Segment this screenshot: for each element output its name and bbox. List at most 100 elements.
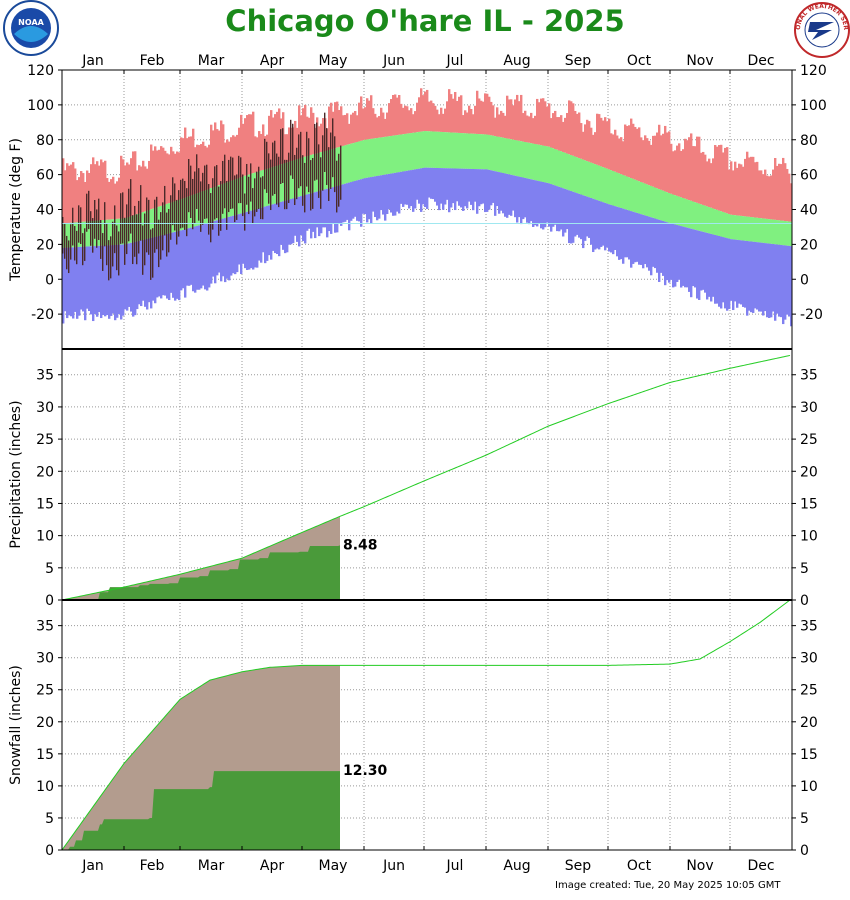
- record-low-bar: [114, 244, 117, 321]
- observed-temp-bar: [246, 163, 248, 205]
- observed-temp-bar: [210, 193, 212, 243]
- record-low-bar: [490, 170, 493, 206]
- record-high-bar: [358, 102, 361, 142]
- record-low-bar: [606, 203, 609, 248]
- record-low-bar: [302, 195, 305, 242]
- normal-range-bar: [344, 145, 347, 184]
- record-low-bar: [294, 197, 297, 236]
- record-high-bar: [74, 168, 77, 223]
- record-low-bar: [434, 167, 437, 202]
- normal-range-bar: [444, 132, 447, 169]
- record-high-bar: [732, 170, 735, 215]
- month-label-top: Dec: [747, 53, 774, 69]
- normal-range-bar: [636, 180, 639, 213]
- record-high-bar: [614, 129, 617, 172]
- normal-range-bar: [448, 132, 451, 169]
- record-low-bar: [630, 211, 633, 268]
- observed-temp-bar: [76, 230, 78, 265]
- observed-temp-bar: [90, 211, 92, 246]
- normal-range-bar: [584, 160, 587, 196]
- page-title: Chicago O'hare IL - 2025: [225, 4, 625, 38]
- month-label-bottom: Apr: [260, 858, 284, 874]
- normal-range-bar: [708, 207, 711, 234]
- record-high-bar: [756, 161, 759, 218]
- observed-temp-bar: [308, 138, 310, 193]
- normal-range-bar: [500, 137, 503, 173]
- record-high-bar: [248, 114, 251, 175]
- record-low-bar: [136, 241, 139, 310]
- observed-temp-bar: [260, 177, 262, 220]
- normal-range-bar: [604, 167, 607, 203]
- record-high-bar: [174, 153, 177, 202]
- record-high-bar: [766, 175, 769, 219]
- observed-temp-bar: [134, 205, 136, 257]
- y-tick-label-right: 10: [800, 529, 818, 545]
- normal-range-bar: [598, 165, 601, 201]
- record-low-bar: [250, 210, 253, 269]
- record-low-bar: [700, 231, 703, 291]
- record-low-bar: [648, 216, 651, 271]
- normal-range-bar: [640, 181, 643, 215]
- observed-temp-bar: [316, 122, 318, 180]
- record-high-bar: [342, 115, 345, 146]
- y-tick-label-left: 80: [36, 133, 54, 149]
- normal-range-bar: [442, 132, 445, 169]
- precipitation-panel: 8.48: [61, 348, 793, 601]
- record-low-bar: [262, 207, 265, 253]
- record-low-bar: [324, 189, 327, 228]
- record-low-bar: [788, 245, 791, 317]
- record-low-bar: [86, 246, 89, 309]
- record-high-bar: [240, 114, 243, 178]
- record-low-bar: [588, 197, 591, 238]
- record-high-bar: [330, 102, 333, 150]
- normal-range-bar: [494, 136, 497, 172]
- record-high-bar: [624, 124, 627, 176]
- record-low-bar: [222, 218, 225, 277]
- record-low-bar: [370, 177, 373, 224]
- normal-range-bar: [552, 148, 555, 185]
- record-low-bar: [352, 181, 355, 219]
- record-low-bar: [70, 247, 73, 317]
- record-low-bar: [550, 184, 553, 232]
- normal-range-bar: [510, 139, 513, 175]
- observed-temp-bar: [106, 223, 108, 266]
- record-low-bar: [220, 219, 223, 282]
- record-high-bar: [70, 164, 73, 223]
- normal-range-bar: [480, 134, 483, 170]
- record-low-bar: [160, 235, 163, 299]
- record-high-bar: [708, 158, 711, 208]
- month-label-bottom: Dec: [747, 858, 774, 874]
- record-low-bar: [526, 178, 529, 223]
- record-high-bar: [84, 181, 87, 222]
- record-high-bar: [78, 177, 81, 223]
- normal-range-bar: [392, 135, 395, 174]
- y-tick-label-left: 35: [36, 368, 54, 384]
- record-high-bar: [236, 134, 239, 179]
- noaa-logo-wave: [14, 26, 48, 42]
- observed-temp-bar: [224, 154, 226, 209]
- normal-range-bar: [762, 218, 765, 243]
- record-high-bar: [146, 168, 149, 211]
- record-low-bar: [510, 174, 513, 216]
- normal-range-bar: [664, 191, 667, 222]
- normal-range-bar: [612, 170, 615, 206]
- record-low-bar: [176, 231, 179, 299]
- normal-range-bar: [726, 213, 729, 239]
- observed-temp-bar: [310, 160, 312, 211]
- record-low-bar: [652, 217, 655, 267]
- record-low-bar: [314, 192, 317, 239]
- record-high-bar: [536, 98, 539, 145]
- normal-range-bar: [514, 140, 517, 176]
- record-high-bar: [108, 181, 111, 220]
- normal-range-bar: [704, 205, 707, 233]
- record-low-bar: [184, 229, 187, 298]
- record-low-bar: [702, 231, 705, 290]
- record-high-bar: [560, 115, 563, 152]
- record-high-bar: [550, 118, 553, 148]
- record-low-bar: [616, 206, 619, 257]
- observed-temp-bar: [164, 185, 166, 236]
- normal-range-bar: [386, 136, 389, 175]
- record-low-bar: [236, 214, 239, 273]
- record-high-bar: [476, 90, 479, 134]
